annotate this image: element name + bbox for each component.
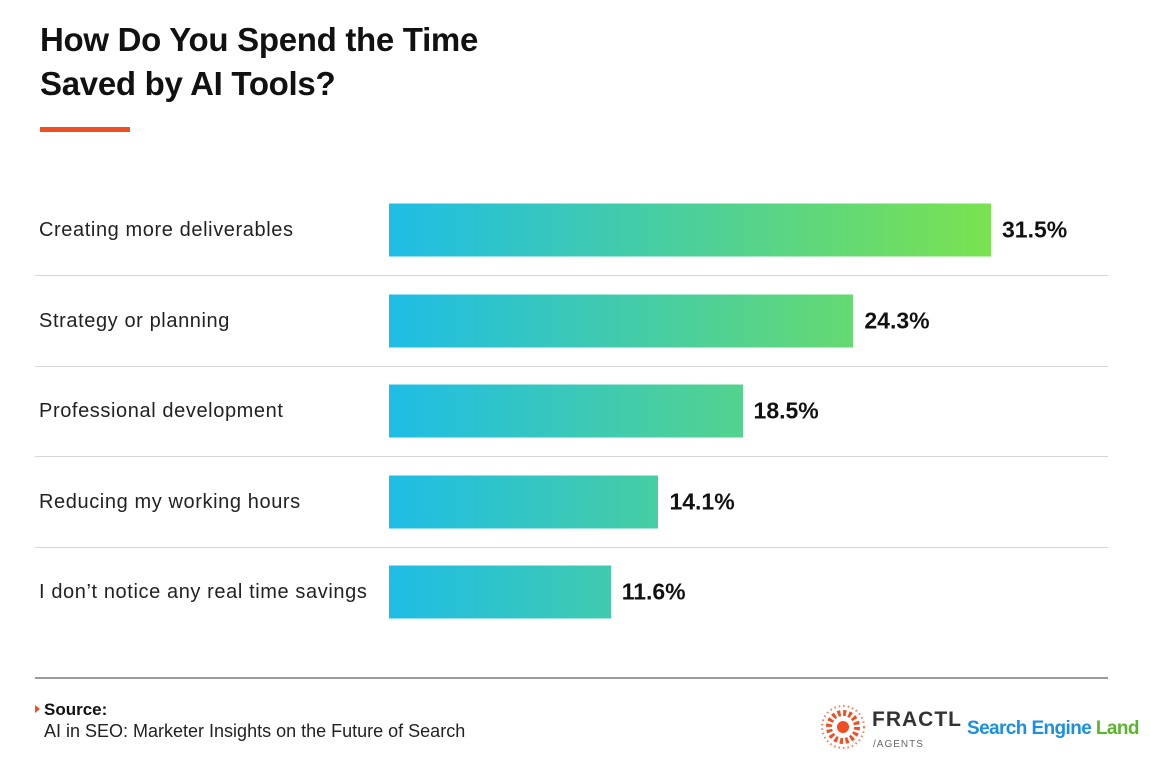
bar: [389, 565, 611, 619]
footer-divider: [35, 677, 1108, 679]
source-marker: [35, 705, 40, 713]
fractl-logo: FRACTL: [872, 708, 962, 731]
category-label: Creating more deliverables: [39, 219, 294, 241]
value-label: 18.5%: [753, 397, 819, 424]
value-label: 31.5%: [1002, 216, 1068, 243]
bar: [389, 384, 743, 438]
category-label: Reducing my working hours: [39, 490, 301, 513]
value-label: 14.1%: [669, 488, 735, 514]
sel-logo: Search Engine Land: [967, 718, 1139, 740]
chart-title: How Do You Spend the Time Saved by AI To…: [40, 21, 479, 102]
category-label: Professional development: [39, 400, 284, 422]
value-label: 24.3%: [864, 307, 930, 333]
row-separator: [35, 456, 1108, 458]
bar: [389, 294, 854, 347]
fractl-icon: [821, 705, 865, 749]
row-separator: [35, 546, 1108, 548]
source: AI in SEO: Marketer Insights on the Futu…: [44, 721, 466, 741]
value-label: 11.6%: [621, 578, 686, 605]
row-separator: [35, 365, 1108, 367]
category-label: I don’t notice any real time savings: [39, 581, 368, 603]
bar: [389, 203, 991, 257]
row-separator: [35, 275, 1108, 277]
category-label: Strategy or planning: [39, 309, 231, 332]
title-accent: [40, 127, 130, 132]
sel-logo-part: Land: [1095, 718, 1140, 739]
fractl-sub: /AGENTS: [873, 739, 924, 750]
sel-logo-part: Search Engine: [967, 718, 1092, 739]
bar: [389, 475, 659, 528]
source-label: Source:: [44, 700, 108, 719]
